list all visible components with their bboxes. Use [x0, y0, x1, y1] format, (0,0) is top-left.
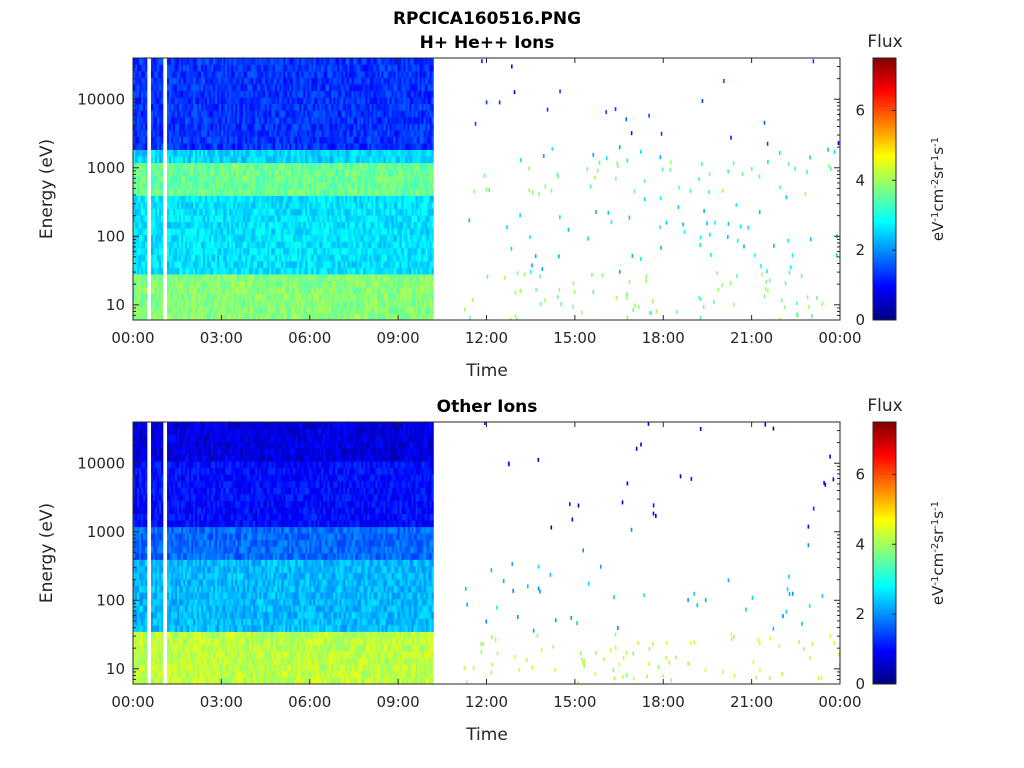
x-tick-label: 12:00: [465, 329, 508, 347]
x-tick-label: 00:00: [818, 693, 861, 711]
x-tick-label: 06:00: [288, 693, 331, 711]
y-tick-label: 10000: [77, 454, 125, 472]
colorbar: Flux eV-1cm-2sr-1s-1 0 2 4 6: [855, 396, 947, 693]
x-tick-label: 03:00: [200, 329, 243, 347]
colorbar-frame: [872, 57, 897, 321]
x-tick-label: 15:00: [553, 329, 596, 347]
colorbar-label: eV-1cm-2sr-1s-1: [929, 137, 947, 241]
x-tick-label: 00:00: [111, 329, 154, 347]
panel-title: Other Ions: [437, 397, 538, 417]
y-axis-label: Energy (eV): [37, 503, 57, 603]
y-tick-label: 100: [96, 227, 125, 245]
colorbar-title: Flux: [867, 32, 902, 52]
x-tick-label: 15:00: [553, 693, 596, 711]
x-axis-label: Time: [465, 725, 508, 745]
plot-axes: 00:00 03:00 06:00 09:00 12:00 15:00 18:00 21:00…: [77, 421, 862, 711]
plot-axes: 00:00 03:00 06:00 09:00 12:00 15:00 18:00 21:00…: [77, 57, 862, 347]
colorbar-gradient: [873, 422, 896, 684]
colorbar-gradient: [873, 58, 896, 320]
x-tick-label: 09:00: [377, 329, 420, 347]
colorbar-tick-label: 6: [855, 465, 865, 483]
colorbar-tick-label: 4: [855, 171, 865, 189]
x-axis-label: Time: [465, 361, 508, 381]
spectrogram-heatmap: [133, 422, 840, 684]
y-axis-label: Energy (eV): [37, 139, 57, 239]
x-tick-label: 06:00: [288, 329, 331, 347]
colorbar-frame: [872, 421, 897, 685]
panel-title: H+ He++ Ions: [420, 33, 555, 53]
x-tick-label: 18:00: [642, 329, 685, 347]
y-tick-label: 100: [96, 591, 125, 609]
colorbar-title: Flux: [867, 396, 902, 416]
colorbar-tick-label: 2: [855, 605, 865, 623]
x-tick-label: 00:00: [818, 329, 861, 347]
y-tick-label: 10: [106, 660, 125, 678]
x-tick-label: 00:00: [111, 693, 154, 711]
x-tick-label: 09:00: [377, 693, 420, 711]
colorbar-label: eV-1cm-2sr-1s-1: [929, 501, 947, 605]
colorbar: Flux eV-1cm-2sr-1s-1 0 2 4 6: [855, 32, 947, 329]
panel-other-ions: Other Ions 00:00 03:00 06:00 09:00 12:00 15:0…: [37, 396, 947, 745]
colorbar-tick-label: 4: [855, 535, 865, 553]
x-tick-label: 21:00: [730, 693, 773, 711]
y-tick-label: 1000: [87, 523, 125, 541]
spectrogram-heatmap: [133, 58, 840, 320]
figure-title: RPCICA160516.PNG: [393, 9, 581, 29]
colorbar-tick-label: 6: [855, 101, 865, 119]
colorbar-tick-label: 2: [855, 241, 865, 259]
panel-h-he-ions: H+ He++ Ions 00:00 03:00 06:00 09:00 12:00 15…: [37, 32, 947, 381]
x-tick-label: 03:00: [200, 693, 243, 711]
colorbar-tick-label: 0: [855, 675, 865, 693]
x-tick-label: 21:00: [730, 329, 773, 347]
colorbar-tick-label: 0: [855, 311, 865, 329]
x-tick-label: 12:00: [465, 693, 508, 711]
y-tick-label: 10000: [77, 90, 125, 108]
y-tick-label: 10: [106, 296, 125, 314]
y-tick-label: 1000: [87, 159, 125, 177]
x-tick-label: 18:00: [642, 693, 685, 711]
